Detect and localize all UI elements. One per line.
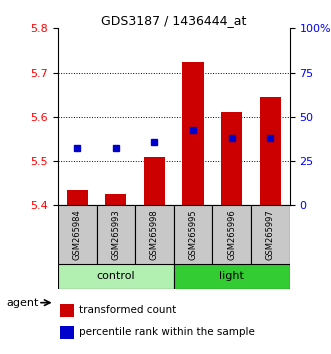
Text: percentile rank within the sample: percentile rank within the sample — [79, 327, 255, 337]
Bar — [60, 326, 74, 339]
Bar — [144, 157, 165, 205]
Bar — [174, 205, 213, 264]
Bar — [260, 97, 281, 205]
Bar — [67, 190, 88, 205]
Text: transformed count: transformed count — [79, 305, 176, 315]
Text: light: light — [219, 272, 244, 281]
Bar — [174, 264, 290, 289]
Text: GSM265997: GSM265997 — [266, 209, 275, 260]
Bar — [60, 304, 74, 317]
Bar — [182, 62, 204, 205]
Bar — [58, 264, 174, 289]
Title: GDS3187 / 1436444_at: GDS3187 / 1436444_at — [101, 14, 247, 27]
Bar — [135, 205, 174, 264]
Bar — [58, 205, 97, 264]
Bar — [97, 205, 135, 264]
Text: GSM265996: GSM265996 — [227, 209, 236, 260]
Text: agent: agent — [7, 298, 39, 308]
Bar — [105, 194, 126, 205]
Text: GSM265984: GSM265984 — [73, 209, 82, 260]
Bar — [251, 205, 290, 264]
Text: control: control — [97, 272, 135, 281]
Text: GSM265993: GSM265993 — [111, 209, 120, 260]
Bar — [221, 113, 242, 205]
Text: GSM265995: GSM265995 — [189, 209, 198, 260]
Text: GSM265998: GSM265998 — [150, 209, 159, 260]
Bar — [213, 205, 251, 264]
